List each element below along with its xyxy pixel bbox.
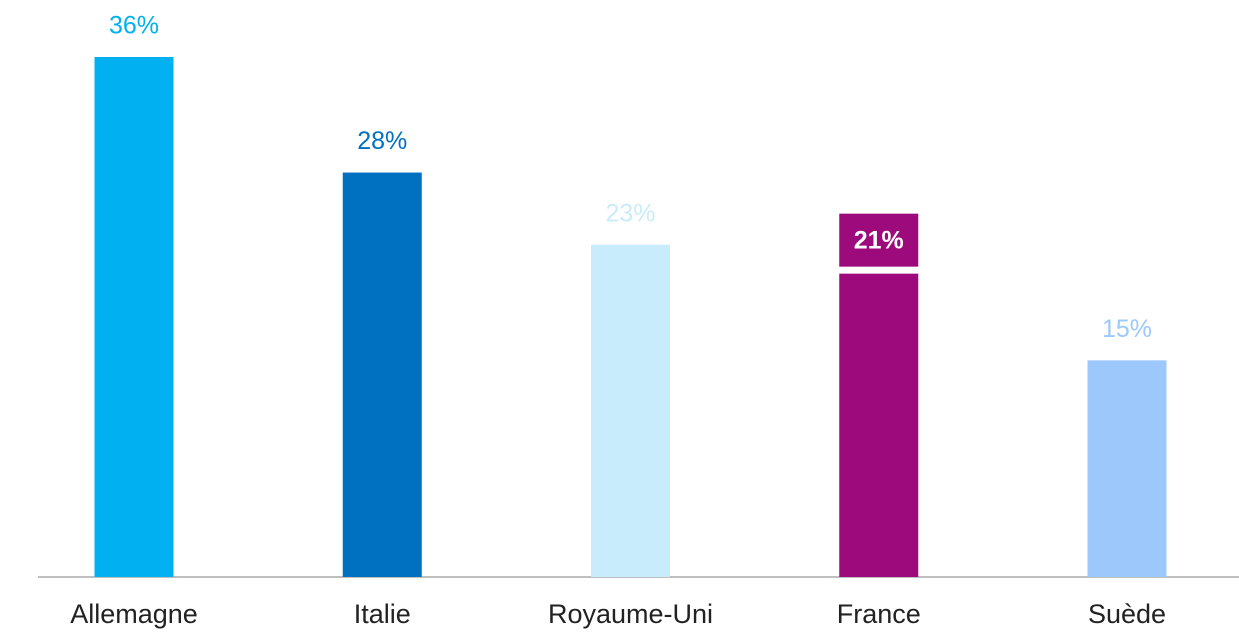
label-box — [839, 213, 919, 267]
value-label: 15% — [1102, 315, 1152, 343]
x-tick-label: Italie — [354, 599, 411, 629]
value-label: 28% — [357, 127, 407, 155]
x-tick-label: Allemagne — [70, 599, 198, 629]
x-tick-label: France — [837, 599, 921, 629]
x-tick-label: Suède — [1088, 599, 1166, 629]
bar — [1087, 360, 1167, 577]
bar — [342, 172, 422, 578]
value-label: 36% — [109, 12, 159, 40]
value-label: 21% — [854, 226, 904, 254]
bar — [94, 57, 174, 577]
bar — [591, 244, 670, 577]
value-label: 23% — [605, 199, 655, 227]
x-tick-label: Royaume-Uni — [548, 599, 713, 629]
bar — [839, 273, 919, 577]
